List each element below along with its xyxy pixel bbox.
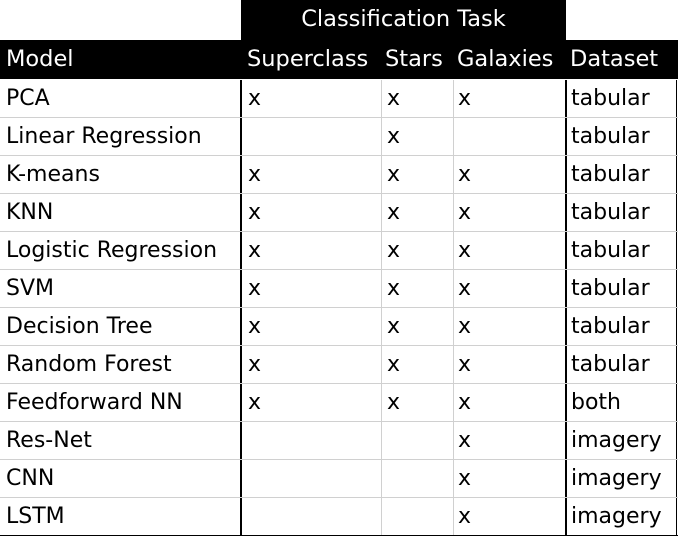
cell-dataset: tabular — [571, 86, 650, 111]
dataset-column-divider — [565, 80, 567, 536]
galaxies-column-gridline — [453, 80, 454, 536]
row-gridline — [0, 269, 678, 270]
row-gridline — [0, 383, 678, 384]
cell-stars: x — [387, 86, 401, 111]
group-header-bar — [241, 0, 566, 40]
cell-stars: x — [387, 238, 401, 263]
cell-stars: x — [387, 124, 401, 149]
cell-stars: x — [387, 162, 401, 187]
cell-dataset: tabular — [571, 276, 650, 301]
cell-galaxies: x — [458, 390, 472, 415]
cell-galaxies: x — [458, 200, 472, 225]
cell-dataset: imagery — [571, 466, 662, 491]
cell-stars: x — [387, 200, 401, 225]
column-header-superclass: Superclass — [247, 46, 369, 72]
cell-superclass: x — [248, 162, 262, 187]
row-gridline — [0, 307, 678, 308]
cell-galaxies: x — [458, 86, 472, 111]
cell-dataset: tabular — [571, 238, 650, 263]
row-gridline — [0, 345, 678, 346]
cell-galaxies: x — [458, 276, 472, 301]
cell-model: Linear Regression — [6, 124, 202, 149]
cell-superclass: x — [248, 390, 262, 415]
cell-dataset: tabular — [571, 124, 650, 149]
cell-model: Feedforward NN — [6, 390, 183, 415]
cell-dataset: tabular — [571, 352, 650, 377]
cell-galaxies: x — [458, 428, 472, 453]
cell-model: K-means — [6, 162, 100, 187]
cell-model: Decision Tree — [6, 314, 153, 339]
row-gridline — [0, 155, 678, 156]
cell-model: Res-Net — [6, 428, 92, 453]
stars-column-gridline — [381, 80, 382, 536]
cell-dataset: tabular — [571, 314, 650, 339]
row-gridline — [0, 421, 678, 422]
cell-superclass: x — [248, 352, 262, 377]
cell-model: LSTM — [6, 504, 65, 529]
column-header-dataset: Dataset — [570, 46, 659, 72]
cell-model: SVM — [6, 276, 54, 301]
cell-superclass: x — [248, 238, 262, 263]
cell-stars: x — [387, 352, 401, 377]
cell-galaxies: x — [458, 504, 472, 529]
cell-model: PCA — [6, 86, 50, 111]
row-gridline — [0, 497, 678, 498]
table-right-border — [676, 80, 677, 536]
column-header-model: Model — [6, 46, 74, 72]
cell-galaxies: x — [458, 238, 472, 263]
row-gridline — [0, 231, 678, 232]
cell-galaxies: x — [458, 314, 472, 339]
row-gridline — [0, 193, 678, 194]
cell-model: KNN — [6, 200, 54, 225]
cell-dataset: tabular — [571, 162, 650, 187]
cell-galaxies: x — [458, 466, 472, 491]
cell-stars: x — [387, 276, 401, 301]
cell-dataset: both — [571, 390, 621, 415]
cell-dataset: imagery — [571, 428, 662, 453]
cell-model: Random Forest — [6, 352, 172, 377]
cell-stars: x — [387, 314, 401, 339]
cell-dataset: tabular — [571, 200, 650, 225]
cell-stars: x — [387, 390, 401, 415]
cell-model: Logistic Regression — [6, 238, 218, 263]
row-gridline — [0, 459, 678, 460]
column-header-bar — [0, 40, 678, 79]
cell-model: CNN — [6, 466, 55, 491]
column-header-galaxies: Galaxies — [457, 46, 554, 72]
group-header-label: Classification Task — [301, 6, 506, 32]
cell-dataset: imagery — [571, 504, 662, 529]
cell-galaxies: x — [458, 162, 472, 187]
cell-galaxies: x — [458, 352, 472, 377]
cell-superclass: x — [248, 276, 262, 301]
row-gridline — [0, 117, 678, 118]
column-header-stars: Stars — [385, 46, 443, 72]
cell-superclass: x — [248, 86, 262, 111]
model-column-divider — [240, 80, 242, 536]
cell-superclass: x — [248, 200, 262, 225]
cell-superclass: x — [248, 314, 262, 339]
